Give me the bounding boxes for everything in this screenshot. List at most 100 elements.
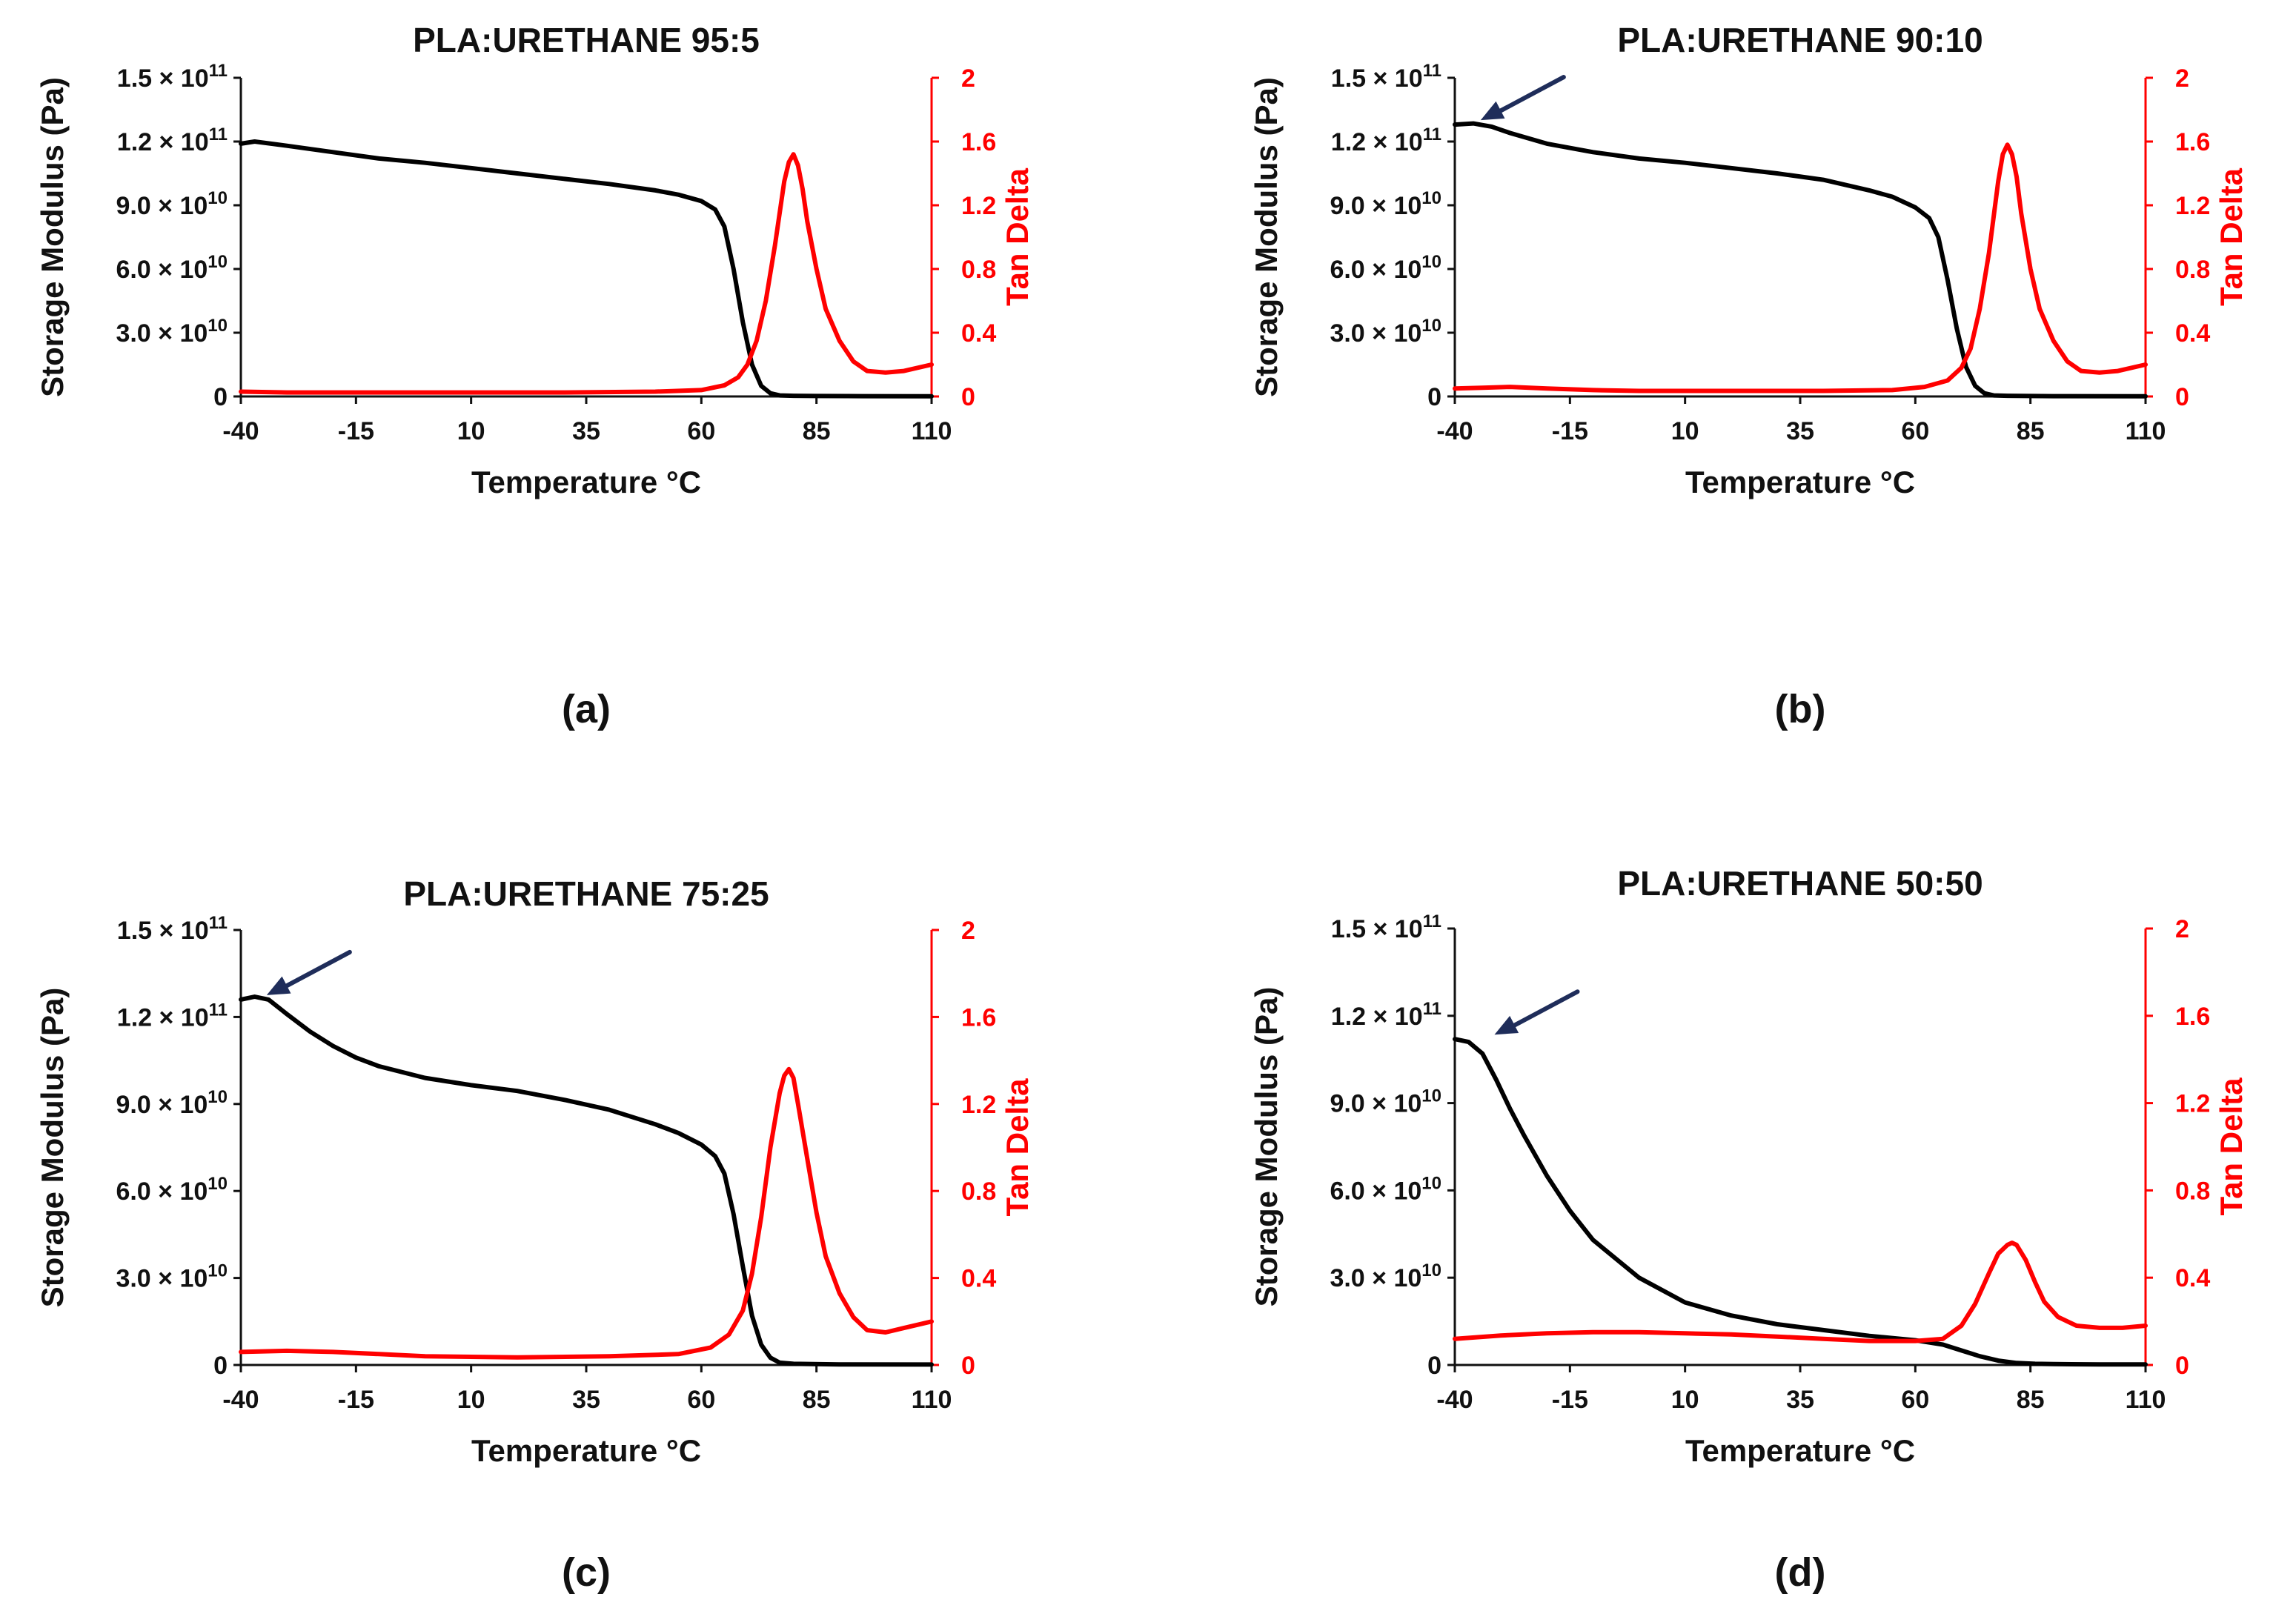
x-tick-label: 35 bbox=[572, 417, 600, 445]
x-tick-label: 35 bbox=[572, 1386, 600, 1414]
y-left-tick-label: 3.0 × 1010 bbox=[116, 316, 228, 348]
tan-delta-line bbox=[239, 152, 934, 395]
tan-delta-line bbox=[1453, 1240, 2148, 1343]
x-tick-label: 35 bbox=[1786, 417, 1814, 445]
y-left-tick-label: 1.2 × 1011 bbox=[117, 1000, 228, 1032]
x-tick-label: -40 bbox=[1436, 417, 1473, 445]
chart-title: PLA:URETHANE 90:10 bbox=[1617, 21, 1983, 59]
y-left-tick-mantissa: 9.0 × 10 bbox=[116, 192, 208, 220]
y-left-tick-mantissa: 0 bbox=[213, 1352, 228, 1380]
x-tick-label: -15 bbox=[338, 1386, 374, 1414]
y-left-tick-mantissa: 1.2 × 10 bbox=[117, 128, 209, 156]
y-axis-right-label: Tan Delta bbox=[2214, 167, 2249, 306]
y-left-tick-exponent: 11 bbox=[1423, 124, 1441, 145]
y-left-tick-mantissa: 1.5 × 10 bbox=[1331, 915, 1423, 943]
storage-modulus-line bbox=[1453, 121, 2148, 399]
x-tick-label: 110 bbox=[912, 417, 952, 445]
y-left-tick-label: 1.2 × 1011 bbox=[117, 124, 228, 156]
x-tick-label: 85 bbox=[803, 1386, 831, 1414]
x-tick-label: 110 bbox=[2126, 1386, 2166, 1414]
y-right-tick-label: 2 bbox=[961, 64, 975, 93]
y-left-tick-label: 6.0 × 1010 bbox=[1330, 252, 1441, 284]
x-tick-label: 10 bbox=[457, 417, 485, 445]
y-right-tick-label: 0 bbox=[2175, 383, 2189, 411]
y-left-tick-exponent: 11 bbox=[209, 61, 228, 81]
y-left-tick-label: 0 bbox=[213, 383, 228, 411]
panel-b: PLA:URETHANE 90:10-40 -15 10 35 60 85 11003.0 … bbox=[1249, 21, 2249, 731]
x-tick-label: 60 bbox=[1901, 417, 1929, 445]
panel-label: (c) bbox=[562, 1550, 611, 1595]
y-left-tick-mantissa: 1.5 × 10 bbox=[117, 917, 209, 945]
y-left-tick-exponent: 11 bbox=[209, 913, 228, 933]
x-tick-label: -40 bbox=[222, 417, 259, 445]
y-left-tick-label: 6.0 × 1010 bbox=[116, 1174, 228, 1206]
y-left-tick-exponent: 10 bbox=[208, 1087, 228, 1107]
y-left-tick-mantissa: 1.2 × 10 bbox=[1331, 1003, 1423, 1031]
y-left-tick-label: 3.0 × 1010 bbox=[1330, 1260, 1441, 1292]
y-left-tick-label: 1.2 × 1011 bbox=[1331, 999, 1441, 1031]
y-right-tick-label: 0.8 bbox=[2175, 256, 2210, 284]
y-right-tick-label: 1.2 bbox=[961, 192, 996, 220]
annotation-arrow bbox=[266, 949, 352, 995]
chart-title: PLA:URETHANE 95:5 bbox=[413, 21, 760, 59]
y-left-tick-exponent: 11 bbox=[209, 124, 228, 145]
panel-c: PLA:URETHANE 75:25-40 -15 10 35 60 85 11003.0 … bbox=[35, 874, 1035, 1595]
x-axis-label: Temperature °C bbox=[1685, 465, 1915, 499]
y-left-tick-label: 3.0 × 1010 bbox=[116, 1261, 228, 1293]
y-right-tick-label: 2 bbox=[2175, 64, 2189, 93]
y-left-tick-exponent: 10 bbox=[208, 316, 228, 336]
tan-delta-line bbox=[239, 1066, 934, 1360]
y-left-tick-mantissa: 3.0 × 10 bbox=[1330, 1264, 1421, 1292]
annotation-arrow bbox=[1480, 75, 1566, 121]
y-left-tick-label: 1.5 × 1011 bbox=[117, 61, 228, 93]
y-left-tick-exponent: 11 bbox=[209, 1000, 228, 1020]
x-tick-label: 10 bbox=[457, 1386, 485, 1414]
y-left-tick-label: 0 bbox=[213, 1352, 228, 1380]
y-left-tick-exponent: 10 bbox=[1421, 188, 1441, 208]
x-tick-label: 60 bbox=[687, 417, 715, 445]
y-left-tick-mantissa: 9.0 × 10 bbox=[1330, 192, 1421, 220]
y-right-tick-label: 0.8 bbox=[2175, 1177, 2210, 1205]
y-right-tick-label: 0.8 bbox=[961, 256, 996, 284]
y-right-tick-label: 0.8 bbox=[961, 1177, 996, 1206]
y-left-tick-exponent: 10 bbox=[208, 1261, 228, 1281]
storage-modulus-line bbox=[239, 994, 934, 1367]
y-axis-left-label: Storage Modulus (Pa) bbox=[35, 77, 70, 397]
storage-modulus-line bbox=[239, 139, 934, 399]
x-tick-label: 60 bbox=[687, 1386, 715, 1414]
y-right-tick-label: 0.4 bbox=[2175, 1264, 2210, 1292]
y-left-tick-mantissa: 0 bbox=[1427, 383, 1441, 411]
x-axis-label: Temperature °C bbox=[1685, 1433, 1915, 1468]
y-right-tick-label: 1.6 bbox=[2175, 1003, 2210, 1031]
panel-label: (d) bbox=[1775, 1550, 1826, 1595]
y-right-tick-label: 0 bbox=[961, 1352, 975, 1380]
y-axis-right-label: Tan Delta bbox=[1000, 1078, 1035, 1217]
panel-label: (a) bbox=[562, 687, 611, 731]
y-left-tick-exponent: 11 bbox=[1423, 61, 1441, 81]
y-left-tick-mantissa: 0 bbox=[1427, 1352, 1441, 1380]
x-tick-label: -15 bbox=[1552, 1386, 1588, 1414]
y-axis-left-label: Storage Modulus (Pa) bbox=[35, 988, 70, 1308]
y-left-tick-exponent: 10 bbox=[1421, 1260, 1441, 1281]
y-right-tick-label: 1.6 bbox=[961, 128, 996, 156]
y-left-tick-exponent: 10 bbox=[208, 252, 228, 272]
y-left-tick-label: 6.0 × 1010 bbox=[116, 252, 228, 284]
y-left-tick-exponent: 10 bbox=[1421, 1086, 1441, 1106]
y-left-tick-mantissa: 1.5 × 10 bbox=[1331, 64, 1423, 93]
x-tick-label: 110 bbox=[2126, 417, 2166, 445]
annotation-arrow-head bbox=[1494, 1015, 1519, 1035]
y-left-tick-mantissa: 3.0 × 10 bbox=[116, 1265, 208, 1293]
x-tick-label: -40 bbox=[1436, 1386, 1473, 1414]
chart-title: PLA:URETHANE 50:50 bbox=[1617, 864, 1983, 903]
y-right-tick-label: 1.2 bbox=[2175, 1090, 2210, 1118]
y-left-tick-exponent: 11 bbox=[1423, 911, 1441, 931]
y-left-tick-label: 6.0 × 1010 bbox=[1330, 1173, 1441, 1205]
y-left-tick-mantissa: 6.0 × 10 bbox=[116, 256, 208, 284]
x-tick-label: 10 bbox=[1671, 417, 1699, 445]
y-left-tick-exponent: 11 bbox=[1423, 999, 1441, 1019]
x-tick-label: -15 bbox=[338, 417, 374, 445]
x-axis-label: Temperature °C bbox=[471, 465, 701, 499]
y-left-tick-label: 9.0 × 1010 bbox=[116, 188, 228, 220]
chart-title: PLA:URETHANE 75:25 bbox=[403, 874, 769, 913]
